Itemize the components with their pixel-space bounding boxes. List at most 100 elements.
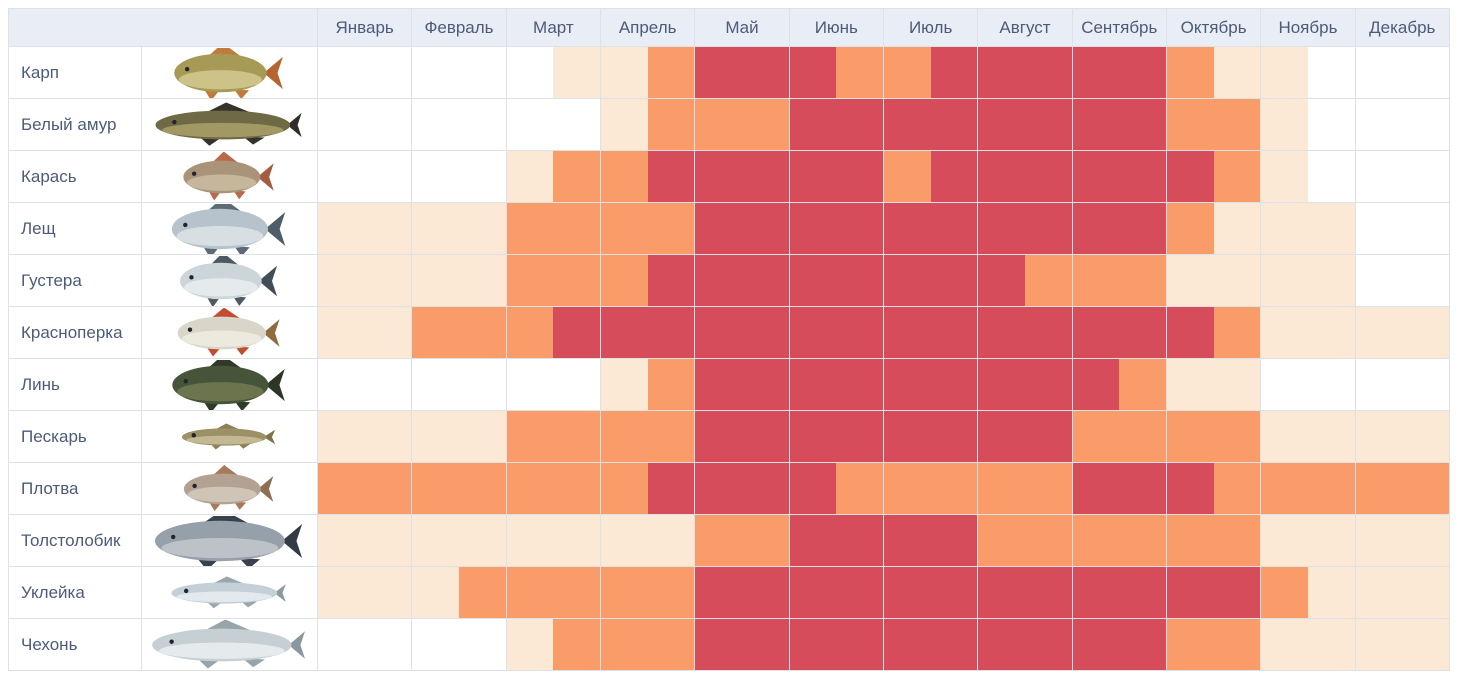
activity-half-cell (695, 307, 742, 358)
activity-half-cell (364, 567, 412, 618)
activity-half-cell (1402, 359, 1449, 410)
month-header-3: Март (505, 9, 600, 46)
fish-name: Карась (21, 166, 77, 186)
activity-half-cell (978, 619, 1025, 670)
activity-half-cell (930, 411, 978, 462)
activity-half-cell (695, 47, 742, 98)
month-cell (1071, 463, 1166, 514)
month-cell (1354, 307, 1449, 358)
activity-half-cell (1072, 99, 1120, 150)
activity-half-cell (1024, 99, 1072, 150)
activity-half-cell (318, 255, 365, 306)
activity-half-cell (364, 515, 412, 566)
activity-half-cell (600, 307, 648, 358)
activity-half-cell (1072, 619, 1120, 670)
fish-illustration (171, 359, 285, 410)
activity-half-cell (1402, 47, 1449, 98)
month-cell (977, 151, 1072, 202)
month-cell (1165, 307, 1261, 358)
activity-half-cell (978, 203, 1025, 254)
activity-half-cell (741, 411, 789, 462)
activity-half-cell (978, 515, 1025, 566)
activity-half-cell (883, 151, 931, 202)
activity-half-cell (1072, 47, 1120, 98)
month-cell (788, 515, 883, 566)
month-cell (1354, 203, 1449, 254)
activity-half-cell (1307, 99, 1355, 150)
activity-half-cell (1119, 99, 1166, 150)
activity-half-cell (553, 359, 600, 410)
activity-half-cell (506, 255, 554, 306)
activity-half-cell (1166, 203, 1214, 254)
activity-half-cell (1261, 307, 1308, 358)
activity-half-cell (883, 515, 931, 566)
fish-name: Красноперка (21, 322, 123, 342)
activity-half-cell (1355, 255, 1403, 306)
activity-half-cell (1261, 255, 1308, 306)
month-cell (694, 203, 789, 254)
activity-half-cell (506, 203, 554, 254)
activity-half-cell (741, 619, 789, 670)
activity-half-cell (695, 463, 742, 514)
white-bream-fish-icon (141, 255, 317, 306)
activity-half-cell (1024, 515, 1072, 566)
activity-half-cell (647, 359, 695, 410)
month-cell (505, 99, 600, 150)
activity-half-cell (318, 567, 365, 618)
table-header: Январь Февраль Март Апрель Май Июнь Июль Август… (9, 9, 1449, 46)
activity-half-cell (459, 515, 506, 566)
month-cell (411, 567, 506, 618)
activity-half-cell (1402, 99, 1449, 150)
month-cell (1260, 99, 1355, 150)
activity-half-cell (459, 411, 506, 462)
activity-half-cell (789, 47, 837, 98)
month-cell (505, 463, 600, 514)
month-cell (599, 203, 695, 254)
activity-half-cell (647, 99, 695, 150)
activity-half-cell (1072, 411, 1120, 462)
activity-half-cell (1355, 359, 1403, 410)
month-cell (694, 99, 789, 150)
activity-half-cell (1024, 411, 1072, 462)
activity-half-cell (1072, 151, 1120, 202)
activity-half-cell (600, 151, 648, 202)
month-cell (1354, 359, 1449, 410)
activity-half-cell (930, 619, 978, 670)
month-cell (599, 463, 695, 514)
month-header-4: Апрель (599, 9, 694, 46)
activity-half-cell (553, 151, 600, 202)
fishing-calendar-table: Январь Февраль Март Апрель Май Июнь Июль Август… (8, 8, 1450, 671)
month-cell (1354, 99, 1449, 150)
month-cell (788, 411, 883, 462)
month-cell (411, 255, 506, 306)
activity-half-cell (647, 515, 695, 566)
fish-name: Линь (21, 374, 60, 394)
activity-half-cell (1355, 47, 1403, 98)
activity-half-cell (1119, 151, 1166, 202)
carp-fish-icon (141, 47, 317, 98)
month-cell (411, 47, 506, 98)
activity-half-cell (789, 463, 837, 514)
activity-half-cell (741, 463, 789, 514)
month-cell (977, 47, 1072, 98)
activity-half-cell (1166, 307, 1214, 358)
activity-half-cell (695, 359, 742, 410)
month-cell (882, 463, 978, 514)
activity-half-cell (1261, 515, 1308, 566)
activity-half-cell (1307, 307, 1355, 358)
month-cell (599, 151, 695, 202)
activity-half-cell (1402, 151, 1449, 202)
activity-half-cell (364, 411, 412, 462)
activity-half-cell (318, 359, 365, 410)
activity-half-cell (930, 359, 978, 410)
activity-half-cell (506, 515, 554, 566)
activity-half-cell (553, 411, 600, 462)
activity-half-cell (1166, 411, 1214, 462)
activity-half-cell (364, 359, 412, 410)
activity-half-cell (600, 463, 648, 514)
activity-half-cell (741, 567, 789, 618)
fish-name: Пескарь (21, 426, 87, 446)
activity-half-cell (789, 307, 837, 358)
month-cell (1354, 515, 1449, 566)
month-cell (977, 307, 1072, 358)
